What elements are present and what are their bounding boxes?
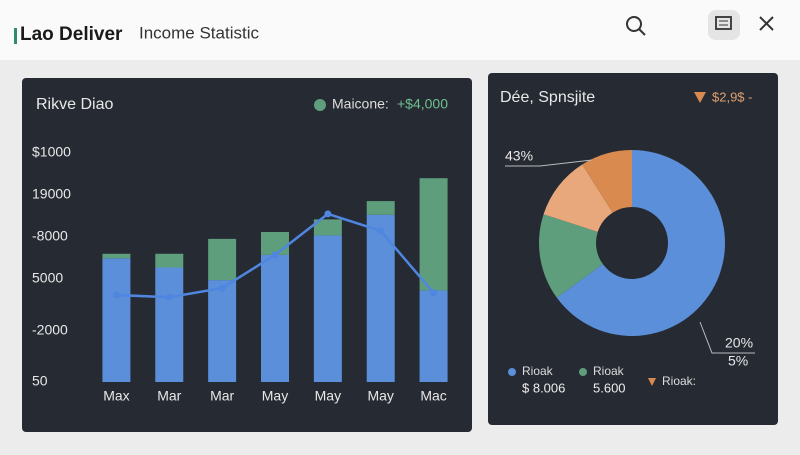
leader-line: [505, 159, 593, 167]
brand-mark: [14, 28, 17, 44]
legend-label: Rioak:: [662, 374, 696, 388]
bar-segment: [155, 267, 184, 382]
search-icon[interactable]: [626, 16, 646, 36]
donut-slice: [556, 149, 726, 337]
legend-dot: [579, 368, 587, 376]
legend-label: Maicone:: [332, 96, 389, 112]
panel-title: Dée, Spnsjite: [500, 89, 595, 106]
x-tick-label: May: [315, 388, 341, 404]
y-tick-label: 19000: [32, 186, 71, 202]
donut-slice: [582, 150, 632, 213]
badge: $2,9$ -: [712, 89, 752, 104]
bar-segment: [313, 219, 342, 236]
legend-icon: [648, 378, 656, 386]
x-tick-label: Mar: [157, 388, 181, 404]
close-icon[interactable]: [759, 16, 774, 31]
bar-segment: [366, 201, 395, 215]
x-tick-label: Mar: [210, 388, 234, 404]
legend-value: +$4,000: [397, 96, 448, 112]
bar-segment: [102, 253, 131, 259]
bar-segment: [366, 214, 395, 382]
header-title: Income Statistic: [139, 23, 259, 42]
header-bar: [0, 0, 800, 60]
annotation: 20%: [725, 335, 753, 351]
legend-label: Rioak: [593, 364, 625, 378]
donut-slice: [538, 214, 603, 298]
bar-segment: [208, 238, 237, 281]
annotation: 43%: [505, 148, 533, 164]
y-tick-label: -8000: [32, 228, 68, 244]
trend-point: [112, 291, 120, 299]
trend-point: [324, 210, 332, 218]
bar-segment: [313, 235, 342, 382]
panel-title: Rikve Diao: [36, 96, 113, 113]
y-tick-label: $1000: [32, 144, 71, 160]
x-tick-label: May: [367, 388, 393, 404]
bar-segment: [208, 280, 237, 382]
brand: Lao Deliver: [20, 24, 123, 45]
bar-segment: [261, 254, 289, 382]
bar-segment: [419, 178, 448, 291]
trend-point: [377, 227, 385, 235]
leader-line: [699, 321, 755, 354]
x-tick-label: Max: [103, 388, 129, 404]
bar-panel: [22, 78, 472, 432]
x-tick-label: Mac: [420, 388, 446, 404]
trend-point: [271, 251, 279, 259]
donut-slice: [543, 164, 613, 232]
annotation: 5%: [728, 353, 748, 369]
legend-value: $ 8.006: [522, 380, 565, 395]
bar-segment: [102, 258, 131, 382]
y-tick-label: 50: [32, 373, 48, 389]
legend-label: Rioak: [522, 364, 554, 378]
trend-point: [165, 293, 173, 301]
trend-point: [218, 284, 226, 292]
y-tick-label: 5000: [32, 270, 63, 286]
bar-segment: [419, 290, 448, 382]
x-tick-label: May: [262, 388, 288, 404]
bar-segment: [155, 253, 184, 268]
legend-dot: [508, 368, 516, 376]
badge-icon: [694, 92, 706, 103]
legend-value: 5.600: [593, 380, 626, 395]
legend-dot: [314, 99, 326, 111]
chat-icon[interactable]: [708, 10, 740, 40]
trend-point: [430, 289, 438, 297]
y-tick-label: -2000: [32, 322, 68, 338]
